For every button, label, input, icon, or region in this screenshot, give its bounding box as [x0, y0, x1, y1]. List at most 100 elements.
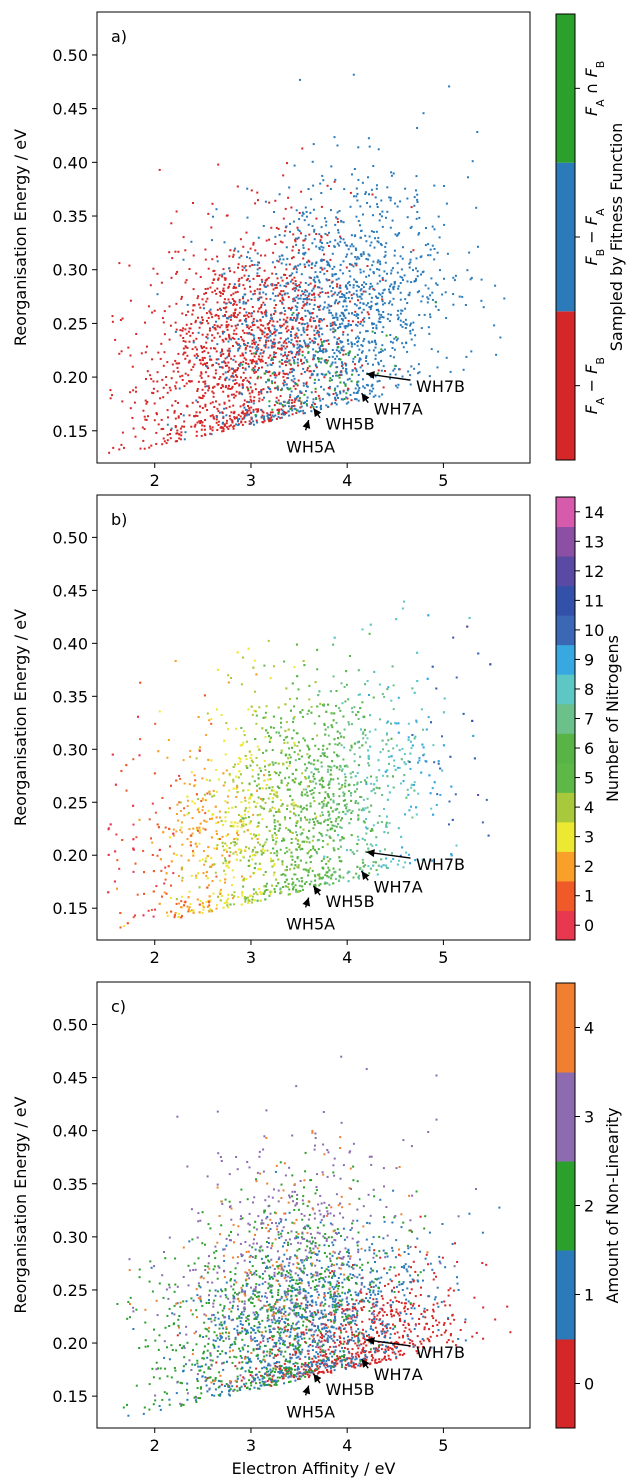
- data-point: [262, 324, 265, 327]
- data-point: [349, 300, 352, 303]
- data-point: [365, 383, 368, 386]
- data-point: [240, 801, 243, 804]
- data-point: [295, 397, 298, 400]
- data-point: [290, 274, 293, 277]
- data-point: [225, 385, 228, 388]
- data-point: [261, 421, 264, 423]
- data-point: [316, 768, 319, 771]
- data-point: [221, 350, 224, 353]
- data-point: [290, 341, 293, 344]
- data-point: [256, 421, 259, 424]
- data-point: [281, 294, 284, 297]
- data-point: [111, 394, 113, 397]
- data-point: [378, 268, 381, 271]
- data-point: [151, 391, 154, 394]
- data-point: [428, 375, 431, 378]
- x-tick-label: 5: [438, 471, 448, 490]
- data-point: [347, 312, 350, 315]
- data-point: [201, 902, 204, 905]
- data-point: [264, 254, 267, 257]
- data-point: [303, 263, 306, 266]
- data-point: [198, 859, 201, 862]
- data-point: [254, 414, 257, 417]
- data-point: [242, 245, 245, 248]
- data-point: [468, 617, 471, 619]
- data-point: [188, 414, 191, 417]
- data-point: [249, 382, 252, 385]
- data-point: [346, 810, 349, 813]
- data-point: [350, 341, 353, 344]
- data-point: [194, 319, 197, 322]
- data-point: [273, 306, 276, 309]
- data-point: [315, 365, 318, 367]
- data-point: [353, 343, 356, 346]
- data-point: [222, 353, 225, 355]
- data-point: [367, 762, 370, 765]
- data-point: [467, 176, 469, 179]
- data-point: [206, 287, 209, 290]
- data-point: [356, 335, 359, 338]
- data-point: [368, 293, 371, 296]
- data-point: [208, 329, 211, 332]
- data-point: [401, 607, 404, 610]
- data-point: [454, 274, 457, 277]
- data-point: [300, 819, 302, 822]
- data-point: [263, 843, 266, 846]
- data-point: [366, 680, 369, 682]
- data-point: [305, 804, 308, 807]
- data-point: [325, 359, 327, 361]
- data-point: [245, 311, 248, 314]
- data-point: [217, 383, 220, 385]
- data-point: [367, 253, 370, 256]
- data-point: [252, 320, 255, 323]
- data-point: [416, 198, 419, 201]
- data-point: [215, 358, 218, 361]
- data-point: [218, 810, 221, 813]
- data-point: [340, 370, 343, 373]
- data-point: [235, 416, 238, 419]
- data-point: [209, 427, 212, 430]
- data-point: [282, 405, 285, 408]
- data-point: [228, 399, 231, 402]
- data-point: [278, 360, 281, 363]
- data-point: [340, 219, 343, 222]
- data-point: [195, 757, 198, 760]
- data-point: [182, 353, 185, 356]
- data-point: [259, 352, 262, 355]
- data-point: [388, 822, 391, 825]
- data-point: [316, 373, 319, 376]
- data-point: [217, 363, 220, 366]
- data-point: [256, 825, 259, 828]
- y-tick-label: 0.40: [52, 153, 88, 172]
- data-point: [222, 906, 225, 909]
- data-point: [336, 730, 339, 733]
- data-point: [305, 791, 308, 794]
- data-point: [291, 272, 294, 275]
- data-point: [312, 308, 315, 310]
- data-point: [333, 389, 336, 392]
- data-point: [343, 315, 346, 318]
- data-point: [303, 253, 306, 256]
- data-point: [412, 249, 415, 252]
- data-point: [150, 444, 153, 447]
- data-point: [245, 324, 248, 327]
- data-point: [224, 878, 227, 881]
- data-point: [379, 213, 381, 216]
- data-point: [248, 401, 250, 404]
- data-point: [202, 359, 204, 362]
- data-point: [245, 758, 248, 760]
- data-point: [200, 376, 203, 379]
- data-point: [338, 707, 341, 710]
- data-point: [313, 276, 316, 279]
- data-point: [374, 792, 377, 795]
- data-point: [361, 364, 364, 367]
- data-point: [321, 776, 324, 779]
- data-point: [278, 371, 281, 374]
- data-point: [275, 226, 278, 229]
- data-point: [107, 853, 110, 856]
- data-point: [383, 288, 386, 291]
- data-point: [144, 351, 147, 354]
- data-point: [344, 782, 347, 785]
- data-point: [344, 300, 347, 303]
- data-point: [353, 195, 355, 198]
